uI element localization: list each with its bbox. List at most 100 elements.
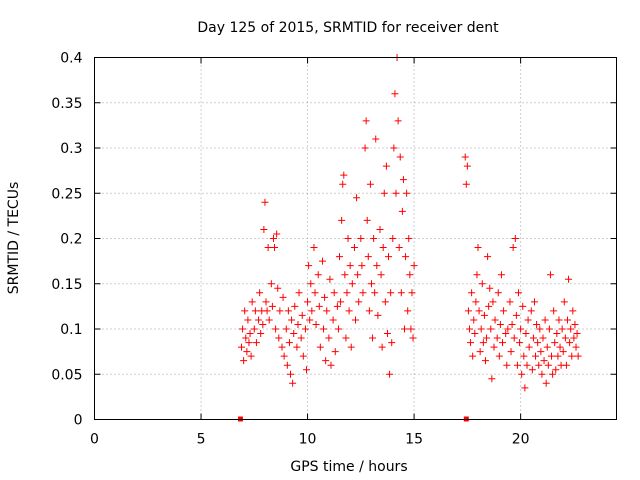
data-point: [480, 339, 487, 346]
data-point: [266, 316, 273, 323]
data-point: [241, 307, 248, 314]
data-point: [529, 366, 536, 373]
data-point: [286, 339, 293, 346]
data-point: [563, 362, 570, 369]
data-point: [275, 335, 282, 342]
data-point: [383, 163, 390, 170]
data-point: [541, 357, 548, 364]
data-point: [543, 380, 550, 387]
data-point: [398, 289, 405, 296]
data-point: [482, 357, 489, 364]
data-point: [290, 330, 297, 337]
data-point: [358, 262, 365, 269]
data-point: [327, 362, 334, 369]
data-point: [342, 335, 349, 342]
data-point: [325, 335, 332, 342]
data-point: [546, 326, 553, 333]
x-axis: 0 5 10 15 20: [90, 58, 529, 448]
data-point: [278, 344, 285, 351]
data-point: [521, 384, 528, 391]
data-point: [519, 303, 526, 310]
data-point: [280, 294, 287, 301]
data-point: [379, 344, 386, 351]
data-point: [490, 344, 497, 351]
data-point: [240, 357, 247, 364]
data-point: [495, 289, 502, 296]
data-point: [513, 312, 520, 319]
data-point: [335, 326, 342, 333]
data-point: [472, 298, 479, 305]
data-point: [554, 353, 561, 360]
data-point: [247, 330, 254, 337]
data-point: [345, 235, 352, 242]
data-point: [274, 285, 281, 292]
y-tick-label: 0.25: [51, 186, 82, 202]
data-point: [305, 262, 312, 269]
data-point: [514, 362, 521, 369]
y-tick-label: 0: [74, 413, 83, 429]
data-point: [385, 253, 392, 260]
x-tick-label: 15: [405, 432, 423, 448]
data-point: [353, 194, 360, 201]
data-point: [478, 326, 485, 333]
data-point: [503, 362, 510, 369]
data-point: [402, 253, 409, 260]
data-point: [564, 316, 571, 323]
data-point: [349, 280, 356, 287]
data-point: [283, 326, 290, 333]
data-point: [539, 335, 546, 342]
data-point: [371, 289, 378, 296]
data-point: [319, 258, 326, 265]
data-point: [368, 280, 375, 287]
data-point: [560, 348, 567, 355]
data-point: [316, 303, 323, 310]
data-point: [387, 289, 394, 296]
data-point: [486, 285, 493, 292]
data-point: [261, 199, 268, 206]
data-point: [352, 316, 359, 323]
chart: Day 125 of 2015, SRMTID for receiver den…: [0, 0, 640, 480]
x-tick-label: 20: [512, 432, 530, 448]
data-point: [407, 326, 414, 333]
data-point: [405, 235, 412, 242]
data-point: [545, 362, 552, 369]
data-point: [253, 339, 260, 346]
data-point: [492, 316, 499, 323]
data-point: [354, 271, 361, 278]
data-point: [479, 280, 486, 287]
data-point: [562, 335, 569, 342]
y-axis: 00.050.10.150.20.250.30.350.4: [51, 51, 616, 429]
data-point: [284, 362, 291, 369]
data-point: [245, 339, 252, 346]
data-point: [293, 344, 300, 351]
data-point: [389, 235, 396, 242]
data-point: [367, 181, 374, 188]
data-point: [508, 348, 515, 355]
data-point: [522, 330, 529, 337]
data-point: [403, 190, 410, 197]
data-point: [518, 371, 525, 378]
data-point: [302, 326, 309, 333]
data-point: [257, 330, 264, 337]
data-point: [249, 298, 256, 305]
data-point: [561, 298, 568, 305]
data-point: [308, 307, 315, 314]
data-point: [321, 294, 328, 301]
data-point: [567, 326, 574, 333]
data-point: [551, 339, 558, 346]
data-point: [357, 235, 364, 242]
data-point: [303, 366, 310, 373]
data-point: [506, 298, 513, 305]
y-tick-label: 0.1: [60, 322, 82, 338]
data-point: [288, 316, 295, 323]
data-point: [550, 307, 557, 314]
data-point: [272, 326, 279, 333]
data-point: [395, 117, 402, 124]
data-point: [463, 181, 470, 188]
data-point: [483, 335, 490, 342]
data-point: [323, 307, 330, 314]
data-point: [243, 348, 250, 355]
data-point: [574, 330, 581, 337]
data-point: [520, 353, 527, 360]
data-point: [384, 330, 391, 337]
